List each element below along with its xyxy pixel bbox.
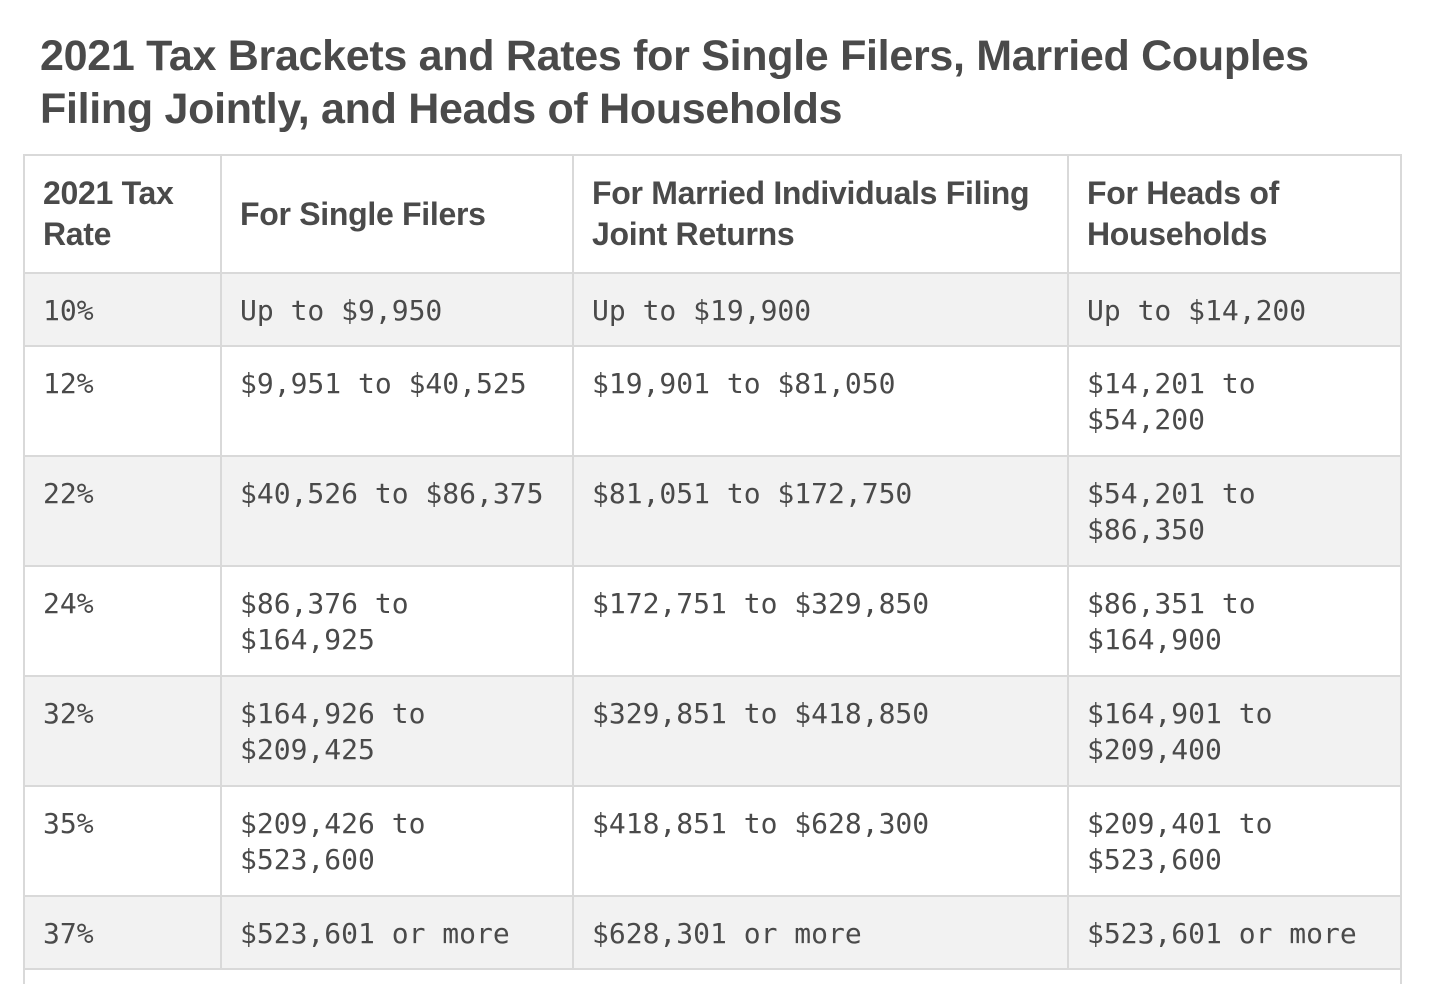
table-row: 12% $9,951 to $40,525 $19,901 to $81,050… <box>25 346 1400 457</box>
cell-tax-rate: 37% <box>25 896 222 970</box>
header-heads-of-households: For Heads of Households <box>1068 156 1400 274</box>
cell-tax-rate: 35% <box>25 786 222 897</box>
cell-heads-of-households: $164,901 to $209,400 <box>1068 676 1400 787</box>
cell-tax-rate: 24% <box>25 566 222 677</box>
cell-heads-of-households: $54,201 to $86,350 <box>1068 456 1400 567</box>
cell-tax-rate: 12% <box>25 346 222 457</box>
cell-tax-rate: 32% <box>25 676 222 787</box>
cell-single-filers: $523,601 or more <box>221 896 574 970</box>
table-row: 10% Up to $9,950 Up to $19,900 Up to $14… <box>25 273 1400 347</box>
cell-married-joint: $172,751 to $329,850 <box>573 566 1069 677</box>
cell-married-joint: $418,851 to $628,300 <box>573 786 1069 897</box>
cell-married-joint: Up to $19,900 <box>573 273 1069 347</box>
table-row: 22% $40,526 to $86,375 $81,051 to $172,7… <box>25 456 1400 567</box>
page-title: 2021 Tax Brackets and Rates for Single F… <box>40 32 1309 133</box>
cell-heads-of-households: $14,201 to $54,200 <box>1068 346 1400 457</box>
cell-heads-of-households: $86,351 to $164,900 <box>1068 566 1400 677</box>
cell-heads-of-households: $209,401 to $523,600 <box>1068 786 1400 897</box>
header-single-filers: For Single Filers <box>221 156 574 274</box>
cell-married-joint: $329,851 to $418,850 <box>573 676 1069 787</box>
cell-single-filers: $86,376 to $164,925 <box>221 566 574 677</box>
header-married-joint: For Married Individuals Filing Joint Ret… <box>573 156 1069 274</box>
cell-heads-of-households: $523,601 or more <box>1068 896 1400 970</box>
cell-heads-of-households: Up to $14,200 <box>1068 273 1400 347</box>
cell-tax-rate: 10% <box>25 273 222 347</box>
cell-single-filers: Up to $9,950 <box>221 273 574 347</box>
cell-single-filers: $40,526 to $86,375 <box>221 456 574 567</box>
table-row: 35% $209,426 to $523,600 $418,851 to $62… <box>25 786 1400 897</box>
cell-married-joint: $19,901 to $81,050 <box>573 346 1069 457</box>
cell-tax-rate: 22% <box>25 456 222 567</box>
table-row: 37% $523,601 or more $628,301 or more $5… <box>25 896 1400 970</box>
header-tax-rate: 2021 Tax Rate <box>25 156 222 274</box>
tax-bracket-table: 2021 Tax Rate For Single Filers For Marr… <box>25 156 1400 970</box>
table-header-row: 2021 Tax Rate For Single Filers For Marr… <box>25 156 1400 274</box>
tax-bracket-table-container: 2021 Tax Rate For Single Filers For Marr… <box>23 154 1402 984</box>
cell-single-filers: $9,951 to $40,525 <box>221 346 574 457</box>
cell-married-joint: $628,301 or more <box>573 896 1069 970</box>
cell-married-joint: $81,051 to $172,750 <box>573 456 1069 567</box>
cell-single-filers: $209,426 to $523,600 <box>221 786 574 897</box>
table-row: 32% $164,926 to $209,425 $329,851 to $41… <box>25 676 1400 787</box>
table-row: 24% $86,376 to $164,925 $172,751 to $329… <box>25 566 1400 677</box>
cell-single-filers: $164,926 to $209,425 <box>221 676 574 787</box>
